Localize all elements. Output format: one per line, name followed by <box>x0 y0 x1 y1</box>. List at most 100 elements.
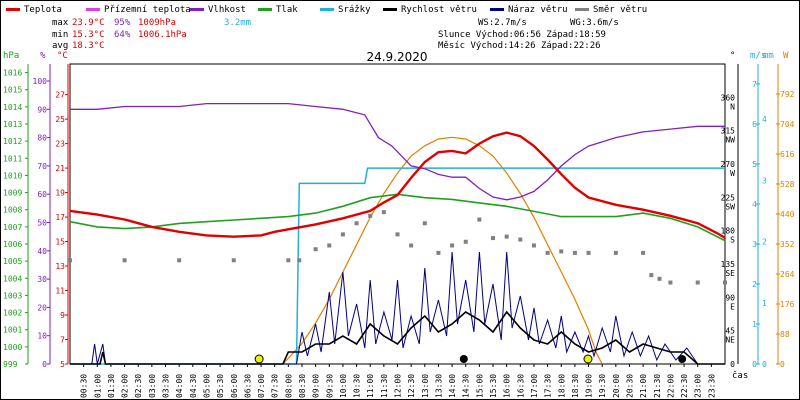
legend-swatch <box>86 8 100 11</box>
tick-x: 15:30 <box>489 374 498 398</box>
stats-sun: Slunce Východ:06:56 Západ:18:59 <box>438 30 606 40</box>
stats-max-humidity: 95% <box>114 18 131 28</box>
tick-hpa: 1005 <box>3 257 22 266</box>
tick-dir: S <box>730 236 735 245</box>
tick-x: 10:00 <box>339 374 348 398</box>
tick-pct: 60 <box>37 190 47 199</box>
tick-x: 19:00 <box>585 374 594 398</box>
tick-c: 13 <box>55 262 65 271</box>
tick-deg: 90 <box>725 293 735 302</box>
tick-x: 12:30 <box>407 374 416 398</box>
wind-direction-point <box>450 243 455 248</box>
tick-mm: 0 <box>762 360 767 369</box>
legend-swatch <box>190 8 204 11</box>
tick-deg: 0 <box>730 360 735 369</box>
wind-direction-point <box>518 237 523 242</box>
tick-pct: 40 <box>37 247 47 256</box>
moonrise-marker <box>459 355 468 363</box>
tick-hpa: 1002 <box>3 309 22 318</box>
tick-w: 176 <box>780 300 795 309</box>
wind-direction-point <box>177 258 182 263</box>
tick-hpa: 1006 <box>3 240 22 249</box>
tick-hpa: 1011 <box>3 154 22 163</box>
tick-dir: SW <box>725 202 735 211</box>
tick-x: 18:00 <box>557 374 566 398</box>
wind-direction-point <box>286 258 291 263</box>
tick-hpa: 1003 <box>3 291 22 300</box>
sunrise-marker <box>254 354 264 364</box>
wind-direction-point <box>531 243 536 248</box>
tick-x: 00:30 <box>80 374 89 398</box>
tick-pct: 80 <box>37 134 47 143</box>
axis-title-w: W <box>783 51 789 61</box>
stats-avg-temp: 18.3°C <box>72 41 105 51</box>
stats-max-temp: 23.9°C <box>72 18 105 28</box>
tick-dir: SE <box>725 269 735 278</box>
tick-dir: N <box>730 102 735 111</box>
tick-x: 15:00 <box>475 374 484 398</box>
humidity-line <box>70 102 725 201</box>
stats-max-label: max <box>52 18 69 28</box>
axis-title-hpa: hPa <box>3 51 19 61</box>
tick-ms: 7 <box>752 80 757 89</box>
tick-w: 616 <box>780 150 795 159</box>
wind-direction-point <box>545 250 550 255</box>
stats-wind-gust: WG:3.6m/s <box>570 18 619 28</box>
tick-ms: 0 <box>752 360 757 369</box>
tick-x: 16:30 <box>516 374 525 398</box>
tick-hpa: 999 <box>3 360 18 369</box>
stats-avg-label: avg <box>52 41 68 51</box>
tick-deg: 225 <box>721 193 736 202</box>
legend-swatch <box>490 8 504 11</box>
tick-c: 21 <box>55 164 65 173</box>
stats-min-label: min <box>52 30 68 40</box>
tick-hpa: 1013 <box>3 120 22 129</box>
axis-title-ms: m/s <box>750 51 766 61</box>
tick-x: 04:30 <box>189 374 198 398</box>
sunset-marker <box>583 354 593 364</box>
stats-min-humidity: 64% <box>114 30 131 40</box>
tick-x: 12:00 <box>394 374 403 398</box>
tick-x: 22:30 <box>680 374 689 398</box>
tick-x: 03:00 <box>148 374 157 398</box>
tick-w: 528 <box>780 180 795 189</box>
tick-x: 07:30 <box>271 374 280 398</box>
tick-ms: 5 <box>752 160 757 169</box>
stats-min-temp: 15.3°C <box>72 30 105 40</box>
tick-x: 06:30 <box>243 374 252 398</box>
tick-ms: 6 <box>752 120 757 129</box>
tick-pct: 30 <box>37 275 47 284</box>
tick-x: 02:30 <box>134 374 143 398</box>
legend-label: Vlhkost <box>208 5 246 15</box>
wind-direction-point <box>231 258 236 263</box>
tick-mm: 4 <box>762 115 767 124</box>
tick-x: 21:30 <box>653 374 662 398</box>
tick-hpa: 1014 <box>3 103 22 112</box>
tick-x: 05:30 <box>216 374 225 398</box>
wind-direction-point <box>559 249 564 254</box>
tick-deg: 270 <box>721 160 736 169</box>
tick-c: 27 <box>55 91 65 100</box>
tick-x: 14:30 <box>462 374 471 398</box>
tick-pct: 0 <box>42 360 47 369</box>
tick-deg: 45 <box>725 327 735 336</box>
stats-moon: Měsíc Východ:14:26 Západ:22:26 <box>438 41 601 51</box>
tick-x: 18:30 <box>571 374 580 398</box>
wind-direction-point <box>657 276 662 281</box>
tick-deg: 180 <box>721 227 736 236</box>
wind-direction-point <box>297 258 302 263</box>
tick-x: 23:00 <box>694 374 703 398</box>
tick-c: 25 <box>55 115 65 124</box>
wind-direction-point <box>695 280 700 285</box>
wind-direction-point <box>491 236 496 241</box>
tick-x: 09:30 <box>325 374 334 398</box>
tick-w: 704 <box>780 120 795 129</box>
tick-x: 05:00 <box>202 374 211 398</box>
wind-direction-point <box>668 280 673 285</box>
legend-swatch <box>6 8 20 11</box>
tick-x: 07:00 <box>257 374 266 398</box>
wind-direction-point <box>586 250 591 255</box>
tick-x: 10:30 <box>353 374 362 398</box>
tick-c: 7 <box>60 336 65 345</box>
